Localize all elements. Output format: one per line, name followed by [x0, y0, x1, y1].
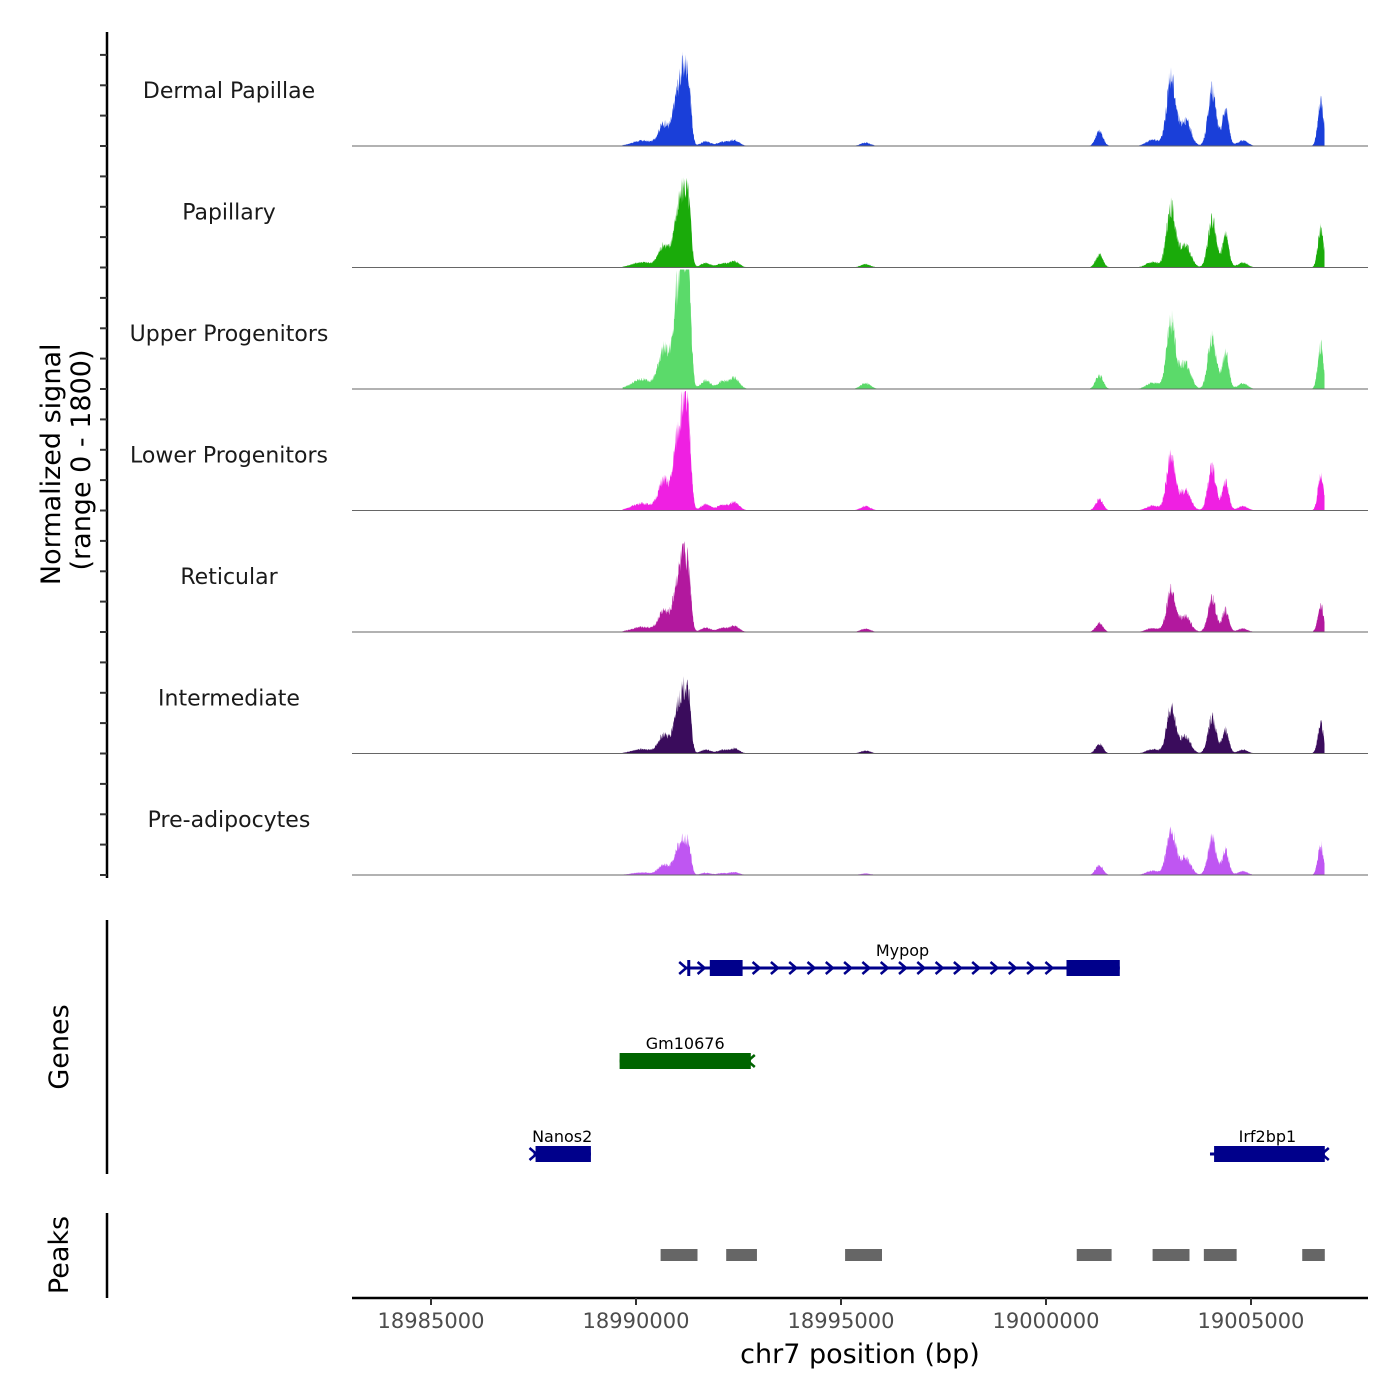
track-label: Pre-adipocytes [148, 808, 311, 833]
gene-exon [709, 960, 743, 976]
x-axis-ticks: 18985000 18990000 18995000 19000000 19005000 [378, 1298, 1305, 1333]
signal-area [622, 177, 1325, 268]
track-label: Dermal Papillae [143, 79, 315, 104]
signal-area [622, 269, 1325, 389]
gene-exon [535, 1146, 591, 1162]
x-tick-label: 18990000 [583, 1309, 690, 1333]
peak-region [1302, 1249, 1325, 1261]
peak-region [660, 1249, 698, 1261]
gene-nanos2: Nanos2 [528, 1127, 592, 1162]
strand-arrow-icon [971, 961, 982, 975]
strand-arrow-icon [843, 961, 854, 975]
gene-gm10676: Gm10676 [619, 1034, 756, 1069]
track-label: Papillary [182, 201, 276, 226]
peak-region [1203, 1249, 1237, 1261]
strand-arrow-icon [861, 961, 872, 975]
peak-region [726, 1249, 757, 1261]
x-tick-label: 18995000 [788, 1309, 895, 1333]
track-label: Intermediate [158, 687, 300, 712]
gene-exon [687, 960, 691, 976]
genes-track-label: Genes [44, 1004, 75, 1089]
y-axis-label-line-1: Normalized signal [36, 344, 67, 586]
signal-area [622, 676, 1325, 754]
gene-exon [1066, 960, 1120, 976]
signal-area [622, 391, 1325, 511]
strand-arrow-icon [953, 961, 963, 975]
gene-exon [1214, 1146, 1325, 1162]
coverage-y-axis [100, 32, 109, 878]
track-papillary: Papillary [182, 177, 1368, 268]
strand-arrow-icon [1044, 961, 1055, 975]
gene-exon [619, 1053, 751, 1069]
strand-arrow-icon [678, 961, 689, 975]
strand-arrow-icon [1007, 961, 1018, 975]
strand-arrow-icon [898, 961, 908, 975]
peak-region [1152, 1249, 1190, 1261]
coverage-tracks: Dermal Papillae Papillary Upper Progenitor… [130, 51, 1368, 876]
track-label: Upper Progenitors [130, 322, 329, 347]
x-axis-label: chr7 position (bp) [740, 1339, 980, 1370]
strand-arrow-icon [745, 1054, 756, 1068]
strand-arrow-icon [1026, 961, 1037, 975]
strand-arrow-icon [696, 961, 707, 975]
strand-arrow-icon [788, 961, 799, 975]
track-label: Lower Progenitors [130, 444, 328, 469]
track-dermal-papillae: Dermal Papillae [143, 51, 1368, 147]
strand-arrow-icon [916, 961, 927, 975]
track-lower-progenitors: Lower Progenitors [130, 391, 1368, 511]
strand-arrow-icon [989, 961, 1000, 975]
strand-arrow-icon [1319, 1147, 1330, 1161]
track-upper-progenitors: Upper Progenitors [130, 269, 1368, 390]
strand-arrow-icon [770, 961, 780, 975]
y-axis-label-line-2: (range 0 - 1800) [66, 350, 97, 571]
strand-arrow-icon [934, 961, 945, 975]
y-axis-label: Normalized signal (range 0 - 1800) [36, 335, 97, 585]
signal-area [622, 541, 1325, 632]
gene-irf2bp1: Irf2bp1 [1209, 1127, 1330, 1162]
peak-region [845, 1249, 882, 1261]
x-tick-label: 19005000 [1198, 1309, 1305, 1333]
gene-label: Nanos2 [532, 1127, 592, 1146]
gene-mypop: Mypop [678, 941, 1120, 976]
peaks-track-label: Peaks [44, 1216, 75, 1294]
gene-label: Gm10676 [646, 1034, 725, 1053]
track-pre-adipocytes: Pre-adipocytes [148, 808, 1368, 876]
track-reticular: Reticular [180, 541, 1368, 633]
signal-area [622, 51, 1325, 146]
signal-area [622, 826, 1325, 875]
gene-label: Irf2bp1 [1239, 1127, 1297, 1146]
peaks-track [660, 1249, 1325, 1261]
strand-arrow-icon [751, 961, 762, 975]
x-tick-label: 19000000 [993, 1309, 1100, 1333]
strand-arrow-icon [879, 961, 890, 975]
strand-arrow-icon [824, 961, 835, 975]
x-tick-label: 18985000 [378, 1309, 485, 1333]
strand-arrow-icon [806, 961, 817, 975]
peak-region [1076, 1249, 1112, 1261]
strand-arrow-icon [528, 1147, 539, 1161]
gene-label: Mypop [876, 941, 929, 960]
track-intermediate: Intermediate [158, 676, 1368, 754]
track-label: Reticular [180, 565, 278, 590]
genes-track: Mypop Gm10676 Nanos2 Irf2bp1 [528, 941, 1330, 1162]
